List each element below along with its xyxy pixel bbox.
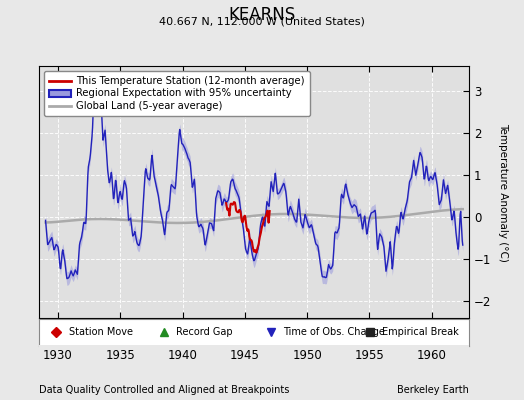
Text: Station Move: Station Move bbox=[69, 327, 133, 338]
Text: Berkeley Earth: Berkeley Earth bbox=[397, 385, 469, 395]
Text: 1930: 1930 bbox=[43, 350, 73, 362]
Text: 1940: 1940 bbox=[168, 350, 198, 362]
Text: 1950: 1950 bbox=[292, 350, 322, 362]
Legend: This Temperature Station (12-month average), Regional Expectation with 95% uncer: This Temperature Station (12-month avera… bbox=[45, 71, 310, 116]
Text: 1960: 1960 bbox=[417, 350, 446, 362]
Text: Empirical Break: Empirical Break bbox=[382, 327, 459, 338]
Text: 1955: 1955 bbox=[354, 350, 384, 362]
Text: KEARNS: KEARNS bbox=[228, 6, 296, 24]
Text: Data Quality Controlled and Aligned at Breakpoints: Data Quality Controlled and Aligned at B… bbox=[39, 385, 290, 395]
Text: 40.667 N, 112.000 W (United States): 40.667 N, 112.000 W (United States) bbox=[159, 17, 365, 27]
Text: 1935: 1935 bbox=[105, 350, 135, 362]
Text: 1945: 1945 bbox=[230, 350, 260, 362]
Text: Time of Obs. Change: Time of Obs. Change bbox=[283, 327, 385, 338]
Text: Record Gap: Record Gap bbox=[176, 327, 233, 338]
Y-axis label: Temperature Anomaly (°C): Temperature Anomaly (°C) bbox=[498, 122, 508, 262]
